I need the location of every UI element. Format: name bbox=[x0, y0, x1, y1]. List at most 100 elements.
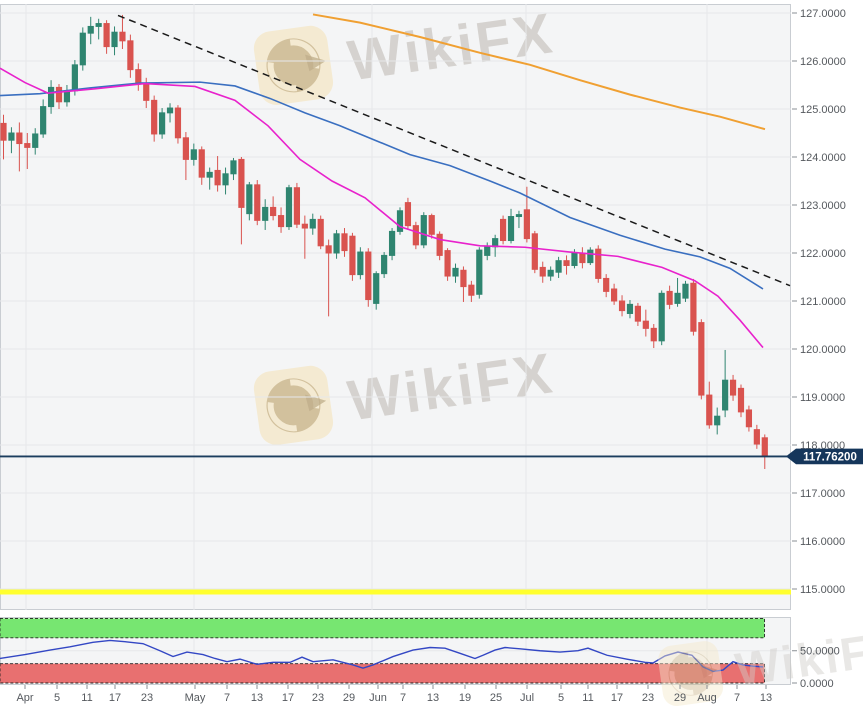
candle-body bbox=[333, 233, 340, 254]
time-axis-label: 13 bbox=[427, 692, 439, 704]
oscillator-line bbox=[0, 639, 764, 673]
time-axis-label: 17 bbox=[611, 692, 623, 704]
candle-body bbox=[198, 149, 205, 178]
candle-body bbox=[642, 320, 649, 329]
candle-body bbox=[650, 327, 657, 342]
candle-body bbox=[698, 322, 705, 396]
candle-body bbox=[714, 415, 721, 426]
candle-body bbox=[222, 173, 229, 186]
time-axis-label: 13 bbox=[760, 692, 772, 704]
candle-body bbox=[32, 133, 39, 148]
candle-body bbox=[159, 112, 166, 135]
candle-body bbox=[690, 282, 697, 332]
candle-body bbox=[24, 143, 31, 148]
candle-body bbox=[722, 379, 729, 411]
candle-body bbox=[484, 246, 491, 256]
candle-body bbox=[230, 160, 237, 175]
candle-body bbox=[262, 206, 269, 221]
time-axis-label: Jul bbox=[520, 692, 534, 704]
descending-trendline bbox=[117, 14, 791, 287]
time-axis-label: 7 bbox=[224, 692, 230, 704]
candle-body bbox=[420, 215, 427, 246]
time-axis: Apr 5 11 17 23 May 7 13 17 23 29 Jun 7 13 19 25 Jul 5 11 17… bbox=[16, 685, 772, 704]
time-axis-label: 11 bbox=[81, 692, 92, 704]
candle-body bbox=[761, 437, 768, 458]
candle-body bbox=[103, 23, 110, 48]
candle-body bbox=[587, 249, 594, 264]
candle-body bbox=[71, 64, 78, 92]
candle-body bbox=[301, 223, 308, 229]
candle-body bbox=[8, 132, 15, 141]
time-axis-label: 17 bbox=[282, 692, 294, 704]
candle-body bbox=[499, 218, 507, 242]
price-axis-label: 116.0000 bbox=[800, 536, 845, 548]
time-axis-label: 5 bbox=[54, 692, 60, 704]
candle-body bbox=[47, 86, 55, 108]
candle-body bbox=[182, 137, 189, 160]
candle-body bbox=[325, 245, 332, 254]
time-axis-label: 25 bbox=[490, 692, 502, 704]
oscillator-axis-label: 50.0000 bbox=[800, 646, 840, 658]
time-axis-label: Aug bbox=[697, 692, 717, 704]
candles bbox=[0, 14, 768, 469]
time-axis-label: 29 bbox=[674, 692, 686, 704]
price-axis-label: 121.0000 bbox=[800, 296, 846, 308]
candle-body bbox=[404, 202, 412, 227]
candle-body bbox=[563, 260, 570, 266]
candle-body bbox=[579, 252, 586, 264]
candle-body bbox=[317, 218, 324, 247]
candle-body bbox=[452, 267, 459, 277]
candle-body bbox=[571, 252, 578, 266]
time-axis-label: 5 bbox=[558, 692, 564, 704]
candle-body bbox=[444, 250, 451, 277]
candle-body bbox=[547, 269, 554, 277]
oscillator-zones bbox=[0, 618, 765, 684]
time-axis-label: May bbox=[185, 692, 206, 704]
candle-body bbox=[174, 107, 182, 139]
candle-body bbox=[63, 90, 71, 103]
price-axis-label: 122.0000 bbox=[800, 248, 846, 260]
candle-body bbox=[412, 225, 419, 246]
candle-body bbox=[729, 379, 737, 396]
candle-body bbox=[737, 387, 745, 413]
candle-body bbox=[476, 249, 483, 295]
candle-body bbox=[0, 122, 7, 141]
candle-body bbox=[468, 284, 475, 296]
price-axis-label: 117.0000 bbox=[800, 488, 845, 500]
candle-body bbox=[523, 209, 530, 240]
candle-body bbox=[357, 251, 364, 276]
time-axis-label: 13 bbox=[251, 692, 263, 704]
time-axis-label: 7 bbox=[734, 692, 740, 704]
price-axis-label: 125.0000 bbox=[800, 104, 846, 116]
candle-body bbox=[745, 409, 753, 428]
candle-body bbox=[388, 230, 396, 256]
ma-magenta-line bbox=[0, 67, 764, 349]
price-axis-label: 120.0000 bbox=[800, 344, 846, 356]
time-axis-label: 7 bbox=[400, 692, 406, 704]
time-axis-label: 19 bbox=[459, 692, 471, 704]
time-axis-label: 23 bbox=[141, 692, 153, 704]
price-axis-label: 124.0000 bbox=[800, 152, 846, 164]
overbought-zone bbox=[0, 618, 765, 639]
candle-body bbox=[634, 305, 641, 322]
candle-body bbox=[603, 277, 610, 292]
oversold-zone bbox=[0, 663, 765, 684]
price-badge: 117.76200 bbox=[786, 448, 863, 465]
candle-body bbox=[95, 23, 102, 27]
price-badge-label: 117.76200 bbox=[803, 451, 857, 463]
candle-body bbox=[214, 169, 221, 186]
candle-body bbox=[555, 260, 562, 273]
candle-body bbox=[626, 303, 634, 314]
candle-body bbox=[373, 273, 380, 304]
time-axis-label: 23 bbox=[312, 692, 324, 704]
candle-body bbox=[309, 218, 316, 229]
candle-body bbox=[166, 107, 174, 114]
ma-orange-line bbox=[312, 13, 766, 131]
candle-body bbox=[436, 233, 443, 256]
candle-body bbox=[143, 83, 150, 101]
price-axis-label: 123.0000 bbox=[800, 200, 846, 212]
candle-body bbox=[753, 429, 760, 445]
candle-body bbox=[238, 158, 245, 208]
ma-blue-line bbox=[0, 81, 764, 290]
